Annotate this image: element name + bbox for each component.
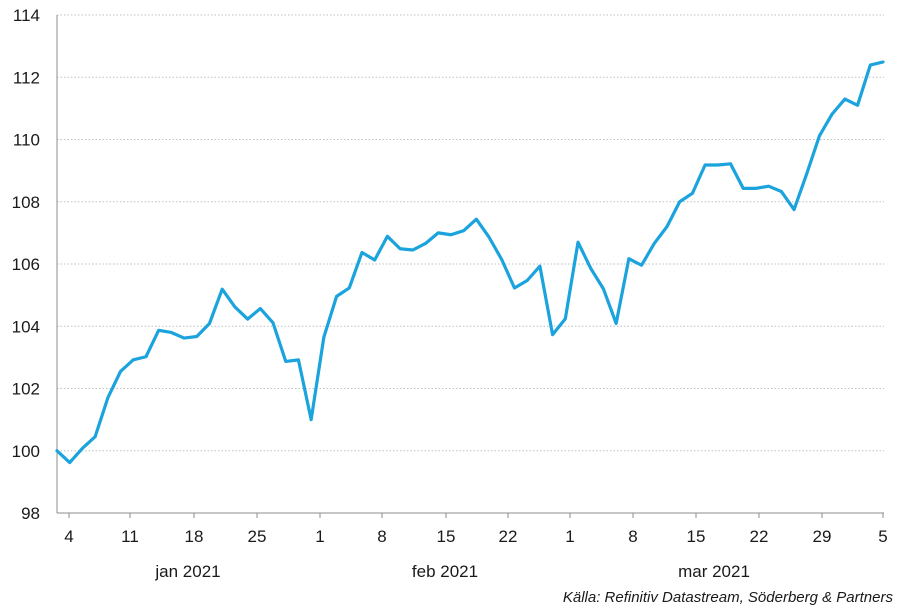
x-axis-ticks: 4 11 18 25 1 8 15 22 1 8 15 22 29 5: [64, 513, 888, 546]
series-line: [55, 60, 885, 465]
x-tick-label: 4: [64, 527, 73, 546]
source-note: Källa: Refinitiv Datastream, Söderberg &…: [562, 589, 893, 606]
x-tick-label: 22: [750, 527, 769, 546]
axes: [56, 15, 884, 514]
gridlines: [57, 14, 884, 452]
x-tick-label: 5: [878, 527, 887, 546]
x-tick-label: 8: [628, 527, 637, 546]
y-tick-label: 102: [12, 380, 40, 399]
x-tick-label: 15: [687, 527, 706, 546]
y-tick-label: 100: [12, 442, 40, 461]
x-tick-label: 1: [315, 527, 324, 546]
x-tick-label: 22: [499, 527, 518, 546]
y-tick-label: 112: [13, 68, 40, 87]
x-tick-label: 15: [437, 527, 456, 546]
y-tick-label: 104: [12, 317, 40, 336]
y-tick-label: 106: [12, 255, 40, 274]
y-tick-label: 110: [13, 131, 40, 150]
y-tick-label: 108: [12, 193, 40, 212]
y-tick-label: 114: [13, 6, 40, 25]
y-axis-ticks: 98 100 102 104 106 108 110 112 114: [12, 6, 40, 523]
x-tick-label: 11: [121, 527, 139, 546]
month-label: jan 2021: [154, 562, 220, 581]
x-tick-label: 29: [813, 527, 832, 546]
month-label: feb 2021: [412, 562, 478, 581]
y-tick-label: 98: [21, 504, 40, 523]
x-tick-label: 25: [248, 527, 267, 546]
month-labels: jan 2021 feb 2021 mar 2021: [154, 562, 750, 581]
x-tick-label: 8: [377, 527, 386, 546]
x-tick-label: 1: [565, 527, 574, 546]
month-label: mar 2021: [678, 562, 750, 581]
x-tick-label: 18: [185, 527, 204, 546]
